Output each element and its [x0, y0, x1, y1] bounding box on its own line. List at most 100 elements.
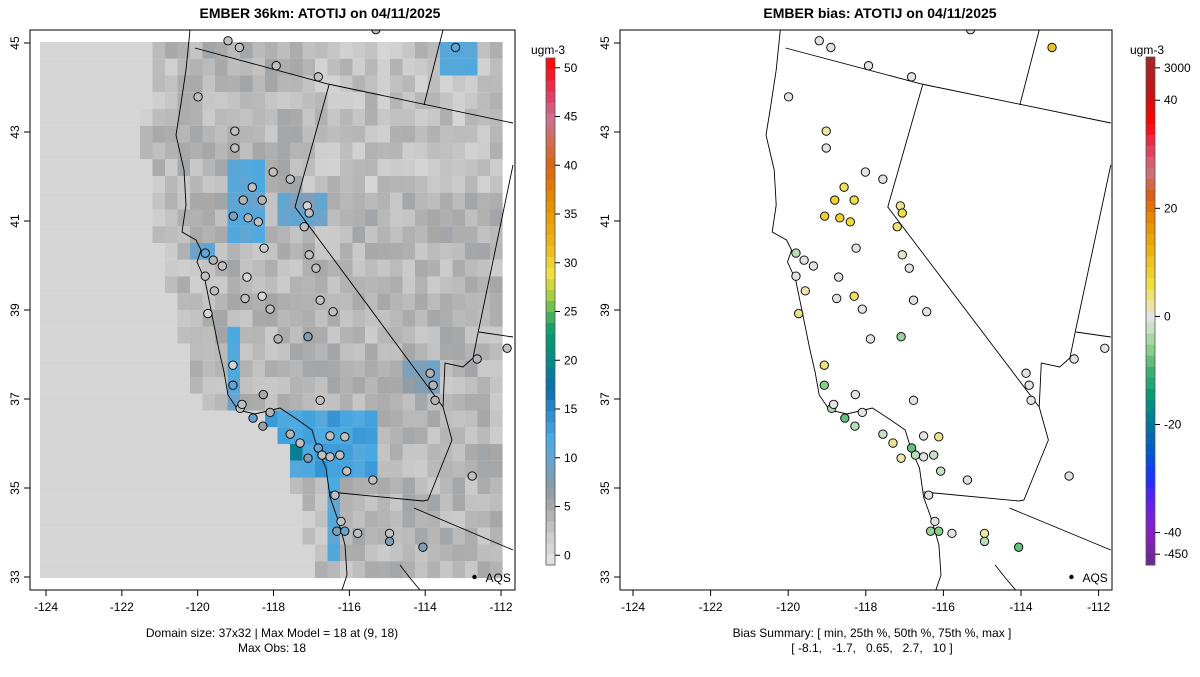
grid-cell	[177, 343, 191, 361]
grid-cell	[190, 259, 203, 277]
grid-cell	[465, 561, 478, 579]
grid-cell	[115, 42, 128, 59]
grid-cell	[465, 92, 478, 110]
grid-cell	[452, 159, 466, 177]
grid-cell	[90, 276, 103, 294]
grid-cell	[127, 460, 141, 478]
grid-cell	[227, 460, 241, 478]
colorbar-tick-label: 0	[1164, 309, 1171, 323]
grid-cell	[340, 159, 353, 177]
bias-panel: EMBER bias: ATOTIJ on 04/11/2025 Bias Su…	[598, 5, 1191, 655]
grid-cell	[465, 527, 478, 545]
grid-cell	[377, 511, 391, 528]
colorbar-segment	[546, 289, 555, 301]
colorbar-segment	[1146, 68, 1155, 80]
grid-cell	[277, 377, 291, 394]
grid-cell	[490, 460, 503, 478]
grid-cell	[252, 377, 266, 394]
grid-cell	[415, 259, 428, 277]
grid-cell	[127, 427, 141, 445]
grid-cell	[65, 360, 78, 378]
station-point	[820, 211, 830, 221]
grid-cell	[390, 544, 403, 562]
state-border	[1009, 507, 1111, 551]
grid-cell	[327, 159, 341, 177]
grid-cell	[427, 192, 441, 210]
grid-cell	[215, 75, 228, 93]
grid-cell	[490, 343, 503, 361]
grid-cell	[290, 276, 303, 294]
colorbar-segment	[1146, 399, 1155, 411]
grid-cell	[465, 176, 478, 193]
grid-cell	[252, 125, 266, 143]
grid-cell	[402, 527, 416, 545]
legend-marker	[1069, 574, 1074, 580]
grid-cell	[390, 477, 403, 495]
grid-cell	[252, 310, 266, 327]
station-point	[384, 528, 395, 539]
grid-cell	[452, 259, 466, 277]
grid-cell	[65, 226, 78, 244]
grid-cell	[490, 42, 503, 59]
station-point	[896, 332, 906, 342]
grid-cell	[40, 511, 53, 528]
grid-cell	[102, 58, 116, 76]
grid-cell	[127, 192, 141, 210]
grid-cell	[415, 125, 428, 143]
grid-cell	[240, 360, 253, 378]
grid-cell	[465, 159, 478, 177]
grid-cell	[352, 176, 366, 193]
station-point	[248, 413, 258, 423]
grid-cell	[90, 460, 103, 478]
grid-cell	[77, 343, 91, 361]
colorbar-tick-label: 40	[1164, 93, 1178, 107]
colorbar-segment	[546, 421, 555, 434]
grid-cell	[40, 494, 53, 512]
grid-cell	[152, 226, 166, 244]
grid-cell	[40, 527, 53, 545]
station-point	[1014, 542, 1024, 552]
grid-cell	[465, 310, 478, 327]
grid-cell	[390, 176, 403, 193]
grid-cell	[427, 444, 441, 461]
grid-cell	[327, 259, 341, 277]
grid-cell	[215, 176, 228, 193]
station-point	[234, 42, 245, 53]
grid-cell	[402, 109, 416, 126]
legend-label-aqs: AQS	[485, 571, 510, 585]
grid-cell	[365, 527, 378, 545]
grid-cell	[477, 544, 491, 562]
station-point	[384, 536, 395, 547]
grid-cell	[340, 310, 353, 327]
grid-cell	[215, 377, 228, 394]
grid-cell	[340, 142, 353, 160]
grid-cell	[190, 393, 203, 411]
grid-cell	[465, 142, 478, 160]
grid-cell	[352, 58, 366, 76]
station-point	[1069, 354, 1079, 364]
grid-cell	[290, 243, 303, 260]
grid-cell	[240, 243, 253, 260]
bias-panel-title: EMBER bias: ATOTIJ on 04/11/2025	[763, 5, 996, 21]
station-point	[930, 516, 940, 527]
grid-cell	[115, 293, 128, 311]
grid-cell	[390, 410, 403, 428]
grid-cell	[265, 92, 278, 110]
grid-cell	[202, 125, 216, 143]
grid-cell	[365, 360, 378, 378]
grid-cell	[452, 444, 466, 461]
grid-cell	[190, 410, 203, 428]
colorbar-segment	[1146, 145, 1155, 157]
grid-cell	[215, 310, 228, 327]
grid-cell	[340, 360, 353, 378]
grid-cell	[365, 109, 378, 126]
station-point	[340, 526, 350, 536]
grid-cell	[165, 393, 178, 411]
grid-cell	[252, 142, 266, 160]
grid-cell	[265, 393, 278, 411]
station-point	[450, 42, 461, 53]
grid-cell	[77, 125, 91, 143]
grid-cell	[440, 494, 453, 512]
y-tick-label: 45	[598, 36, 612, 50]
grid-cell	[215, 142, 228, 160]
